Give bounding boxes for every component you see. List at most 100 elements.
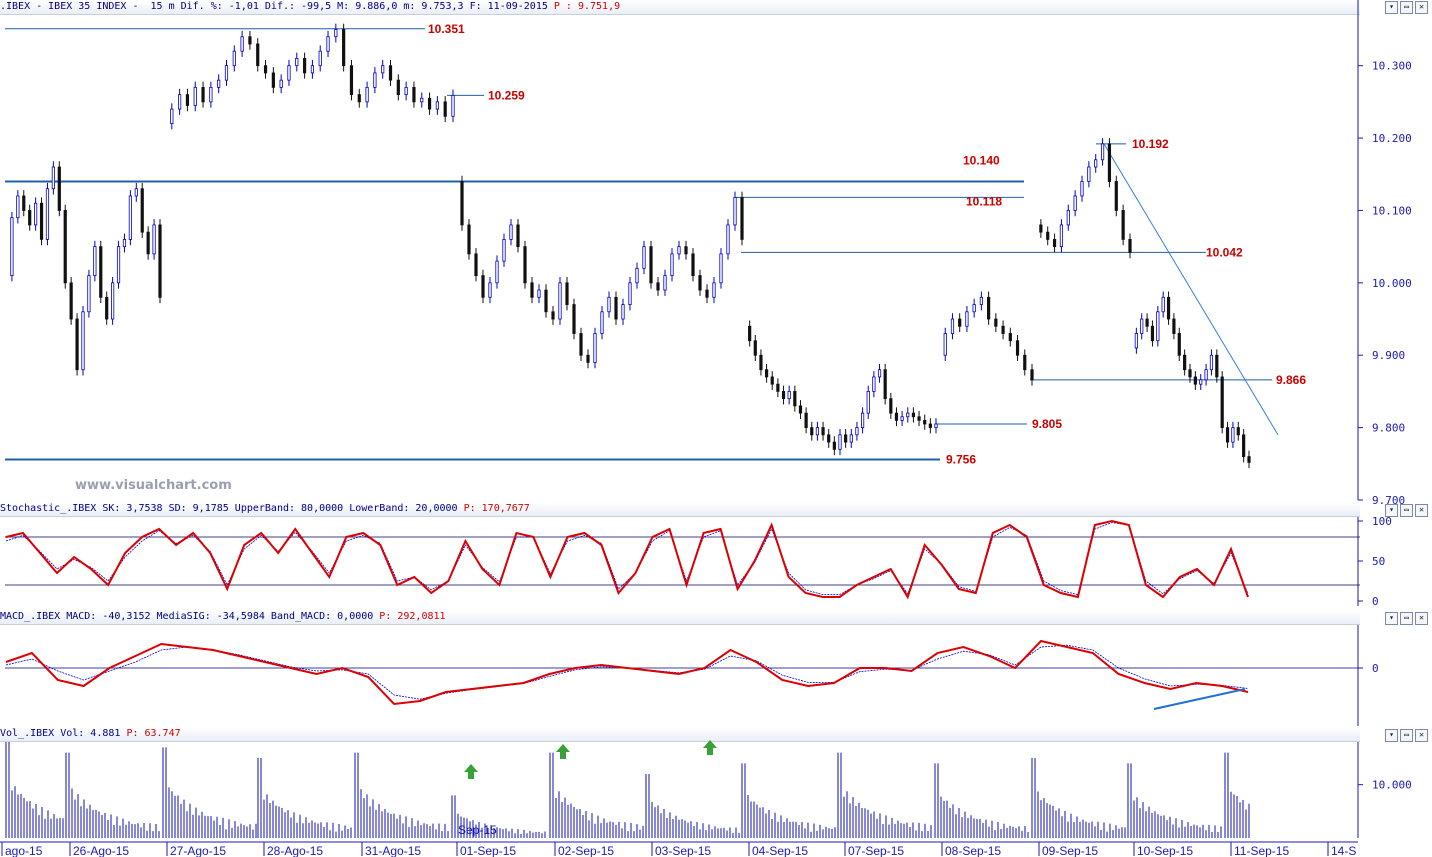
maximize-button[interactable]: ▭ [1400,729,1413,742]
x-tick-label: 03-Sep-15 [655,844,711,857]
candle-body [900,416,904,421]
level-label: 10.259 [488,88,525,102]
candle-body [1150,325,1155,342]
candle-body [614,296,618,320]
candle-body [832,441,836,450]
maximize-button[interactable]: ▭ [1400,612,1413,625]
stoch-sk-line [5,519,1249,600]
candle-body [443,101,447,117]
candle-body [635,267,639,284]
close-button[interactable]: ✕ [1415,729,1428,742]
price-panel-header: .IBEX - IBEX 35 INDEX - 15 m Dif. %: -1,… [0,0,1360,15]
candle-body [111,282,115,320]
candle-body [1121,210,1125,240]
candle-body [1023,354,1027,371]
minimize-button[interactable]: ▾ [1385,504,1398,517]
candle-body [105,296,109,320]
candle-body [849,434,853,443]
candle-body [987,296,991,320]
level-label: 10.351 [428,22,465,36]
candle-body [1001,325,1005,334]
vol-header-text: Vol_.IBEX Vol: 4.881 [0,728,127,739]
close-button[interactable]: ✕ [1415,504,1428,517]
candle-body [1087,166,1091,182]
macd-header-value: P: 292,0811 [379,611,446,622]
candle-body [860,412,865,429]
candle-body [1134,333,1138,349]
x-tick-label: 14-S [1331,844,1356,857]
close-button[interactable]: ✕ [1415,612,1428,625]
candle-body [1094,159,1098,168]
candle-body [93,246,97,276]
maximize-button[interactable]: ▭ [1400,1,1413,14]
candle-body [748,325,752,342]
macd-header-text: MACD_.IBEX MACD: -40,3152 MediaSIG: -34,… [0,611,380,622]
candle-body [357,94,361,103]
candle-body [128,195,132,240]
candle-body [877,369,882,378]
stoch-header-text: Stochastic_.IBEX SK: 3,7538 SD: 9,1785 U… [0,503,464,514]
candle-body [656,282,660,291]
candle-body [388,65,393,81]
candle-body [1209,354,1214,371]
macd-panel-header: MACD_.IBEX MACD: -40,3152 MediaSIG: -34,… [0,610,1360,625]
candle-body [326,36,330,52]
candle-body [530,282,534,298]
candle-body [1059,224,1064,248]
candle-body [240,36,244,52]
candle-body [1114,181,1118,211]
candle-body [256,43,260,67]
candle-body [170,108,174,124]
candle-body [201,86,205,103]
candle-body [1188,369,1192,378]
candle-body [586,354,590,363]
trendline [1103,143,1279,436]
y-tick-label: 10.300 [1372,60,1412,73]
candle-body [516,224,520,248]
candle-body [412,86,416,103]
candle-body [318,50,322,67]
candle-body [1080,181,1084,197]
candle-body [1225,427,1230,443]
candle-body [1220,376,1224,429]
close-button[interactable]: ✕ [1415,1,1428,14]
level-label: 10.192 [1132,137,1169,151]
candle-body [894,412,899,421]
candle-body [855,427,859,436]
minimize-button[interactable]: ▾ [1385,612,1398,625]
candle-body [691,253,695,276]
y-tick-label: 10.200 [1372,132,1412,145]
candle-body [310,65,315,74]
candle-body [558,282,562,320]
stoch-header-value: P: 170,7677 [463,503,530,514]
candle-body [759,354,763,371]
candle-body [467,224,471,255]
vol-header-value: P: 63.747 [126,728,181,739]
candle-body [815,427,820,436]
minimize-button[interactable]: ▾ [1385,729,1398,742]
candle-body [1204,369,1208,381]
candle-body [435,101,439,110]
candle-body [217,79,221,88]
candle-body [1247,456,1251,463]
candle-body [677,246,681,255]
candle-body [1073,195,1077,211]
candle-body [224,65,229,81]
price-header-value: P : 9.751,9 [553,1,621,12]
maximize-button[interactable]: ▭ [1400,504,1413,517]
candle-body [866,391,870,414]
candle-body [509,224,513,240]
candle-body [838,434,842,450]
candle-body [502,239,506,262]
y-tick-label: 0 [1372,662,1379,675]
candle-body [481,275,485,298]
minimize-button[interactable]: ▾ [1385,1,1398,14]
x-tick-label: 01-Sep-15 [460,844,516,857]
candle-body [185,94,190,106]
candle-body [122,239,127,248]
candle-body [45,188,50,240]
candle-body [889,398,893,414]
macd-divergence-line [1153,688,1246,710]
macd-window-buttons: ▾ ▭ ✕ [1385,612,1428,625]
